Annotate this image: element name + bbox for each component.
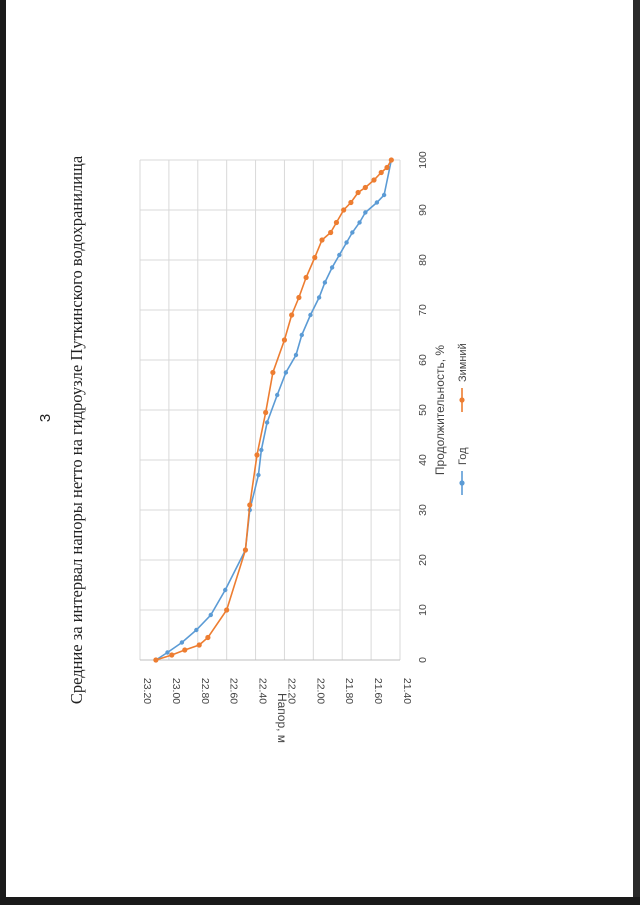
x-tick-label: 40	[417, 454, 429, 466]
x-tick-label: 70	[417, 304, 429, 316]
data-point	[196, 642, 202, 648]
y-tick-label: 22.40	[257, 678, 269, 704]
data-point	[337, 252, 342, 258]
data-point	[275, 392, 280, 398]
data-point	[224, 607, 230, 613]
data-point	[153, 657, 159, 663]
chart-title: Средние за интервал напоры нетто на гидр…	[67, 155, 86, 704]
data-point	[344, 240, 349, 245]
data-point	[308, 312, 313, 318]
y-tick-label: 22.80	[199, 678, 211, 704]
data-point	[296, 294, 302, 301]
data-point	[362, 184, 368, 191]
scan-edge-bottom	[0, 897, 640, 905]
data-point	[205, 634, 211, 641]
x-tick-label: 30	[417, 504, 429, 516]
x-axis-label: Продолжительность, %	[433, 345, 447, 475]
x-tick-label: 10	[417, 604, 429, 616]
y-tick-label: 22.60	[228, 678, 240, 704]
data-point	[350, 230, 355, 235]
x-tick-label: 60	[417, 354, 429, 366]
data-point	[283, 370, 289, 375]
legend-label-0: Год	[457, 447, 469, 465]
data-point	[388, 157, 394, 163]
legend-label-1: Зимний	[457, 343, 469, 382]
axes: 21.40 21.60 21.80 22.00 22.20 22.40 22.60 22.80…	[140, 151, 429, 704]
data-point	[316, 295, 322, 300]
data-point	[348, 199, 354, 206]
y-tick-label: 22.00	[314, 678, 326, 704]
grid	[139, 159, 401, 661]
y-axis-label: Напор, м	[275, 693, 289, 743]
data-point	[293, 352, 299, 358]
y-tick-label: 21.60	[372, 678, 384, 704]
data-point	[289, 312, 295, 318]
x-tick-label: 100	[417, 151, 429, 169]
legend-marker-0	[459, 480, 465, 486]
x-tick-label: 50	[417, 404, 429, 416]
data-point	[299, 332, 304, 338]
data-point	[319, 237, 325, 243]
data-point	[378, 169, 384, 176]
data-point	[169, 652, 175, 658]
data-point	[281, 337, 288, 343]
data-point	[329, 265, 335, 270]
y-tick-label: 23.00	[170, 678, 182, 704]
data-point	[303, 274, 309, 281]
y-tick-label: 21.80	[343, 678, 355, 704]
data-point	[384, 164, 390, 171]
data-point	[355, 189, 361, 196]
data-point	[374, 200, 380, 205]
data-point	[182, 647, 188, 653]
y-tick-label: 21.40	[401, 678, 413, 704]
data-point	[312, 254, 318, 261]
scan-edge-left	[0, 0, 6, 905]
data-point	[242, 547, 249, 553]
data-point	[223, 587, 228, 593]
scan-edge-right	[633, 0, 640, 905]
data-point	[328, 229, 334, 236]
data-point	[165, 650, 170, 655]
data-point	[381, 192, 387, 198]
data-point	[254, 452, 260, 458]
series-layer	[153, 157, 394, 663]
x-tick-label: 20	[417, 554, 429, 566]
legend-marker-1	[459, 397, 465, 403]
data-point	[333, 219, 340, 226]
data-point	[363, 210, 368, 215]
x-tick-label: 80	[417, 254, 429, 266]
data-point	[194, 627, 199, 633]
data-point	[371, 177, 377, 183]
x-tick-label: 90	[417, 204, 429, 216]
data-point	[247, 502, 253, 508]
data-point	[256, 472, 261, 478]
page-number: 3	[37, 414, 54, 422]
y-tick-label: 23.20	[141, 678, 153, 704]
legend: Год Зимний	[457, 343, 469, 495]
data-point	[357, 220, 362, 225]
data-point	[263, 409, 269, 416]
data-point	[208, 612, 213, 618]
data-point	[270, 369, 276, 376]
x-tick-label: 0	[417, 657, 429, 663]
data-point	[179, 640, 185, 645]
data-point	[259, 447, 264, 453]
y-tick-label: 22.20	[285, 678, 297, 704]
data-point	[341, 207, 347, 213]
data-point	[264, 420, 270, 425]
data-point	[322, 280, 328, 285]
